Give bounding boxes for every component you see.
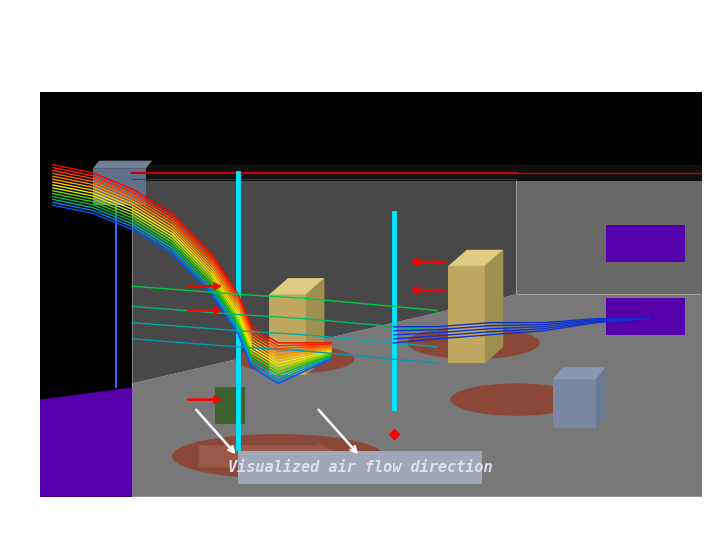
Polygon shape: [40, 388, 132, 497]
Polygon shape: [306, 278, 325, 375]
Bar: [132, 165, 702, 181]
Polygon shape: [516, 100, 702, 294]
Bar: [269, 294, 306, 375]
Bar: [606, 226, 685, 262]
Ellipse shape: [235, 345, 354, 373]
Bar: [215, 388, 245, 424]
Bar: [449, 266, 485, 363]
Bar: [553, 379, 596, 428]
Text: Airflow pattern compared between: Airflow pattern compared between: [149, 92, 589, 112]
Polygon shape: [449, 249, 503, 266]
Polygon shape: [93, 161, 152, 168]
Bar: [93, 169, 145, 205]
Polygon shape: [269, 278, 325, 294]
Polygon shape: [553, 367, 606, 379]
Bar: [40, 92, 132, 497]
Polygon shape: [132, 100, 516, 383]
Ellipse shape: [450, 383, 582, 416]
Ellipse shape: [172, 434, 384, 478]
Polygon shape: [132, 294, 702, 497]
Ellipse shape: [408, 327, 540, 359]
Polygon shape: [596, 367, 606, 428]
Text: simulation and visualization: simulation and visualization: [192, 115, 546, 135]
Bar: [40, 92, 702, 165]
FancyBboxPatch shape: [238, 451, 482, 484]
FancyArrow shape: [199, 443, 344, 469]
Text: Visualized air flow direction: Visualized air flow direction: [228, 460, 492, 475]
Bar: [606, 298, 685, 335]
Polygon shape: [485, 249, 503, 363]
